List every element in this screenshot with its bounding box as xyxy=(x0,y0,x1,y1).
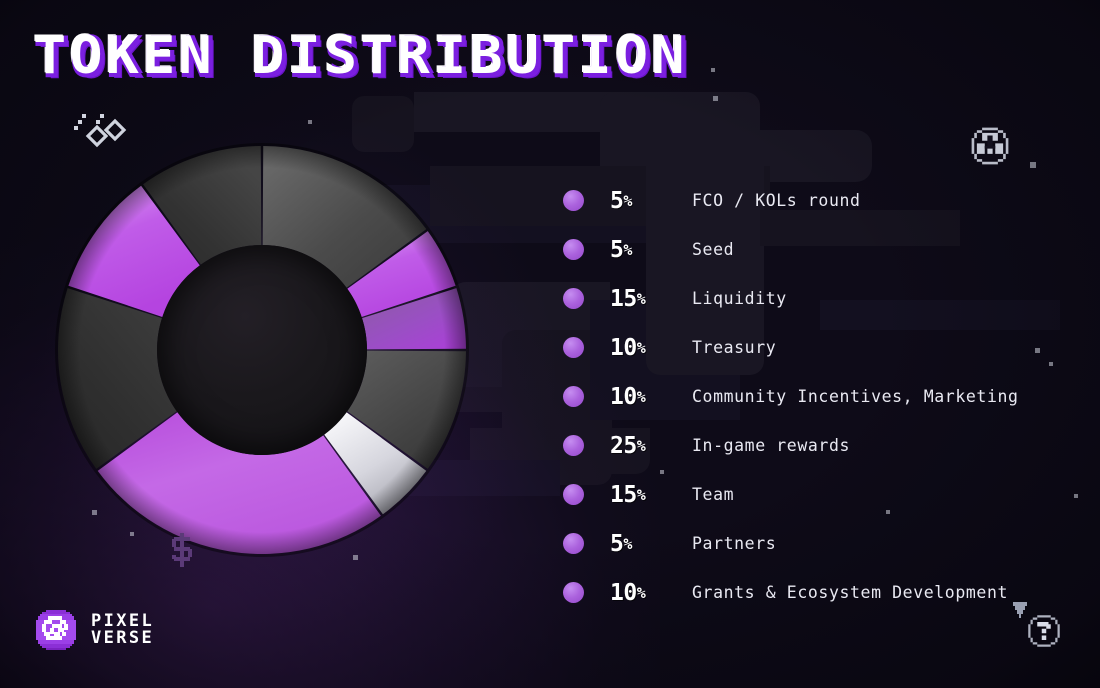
legend-label: Treasury xyxy=(692,338,777,357)
pixel-sparkle xyxy=(308,120,312,124)
legend-bullet-icon xyxy=(563,239,584,260)
legend-percent: 5% xyxy=(610,187,632,214)
legend-percent: 25% xyxy=(610,432,646,459)
pixel-sparkle xyxy=(1049,362,1053,366)
legend-bullet-icon xyxy=(563,337,584,358)
pixel-sparkle xyxy=(713,96,718,101)
page-title-container: TOKEN DISTRIBUTION xyxy=(33,30,684,82)
legend-label: Liquidity xyxy=(692,289,787,308)
legend-percent: 10% xyxy=(610,383,646,410)
legend-item[interactable]: 15% Liquidity xyxy=(563,274,1083,323)
legend-bullet-icon xyxy=(563,484,584,505)
legend-label: Community Incentives, Marketing xyxy=(692,387,1019,406)
donut-center-hole xyxy=(157,245,367,455)
legend-percent: 15% xyxy=(610,481,646,508)
legend-bullet-icon xyxy=(563,190,584,211)
legend-bullet-icon xyxy=(563,435,584,456)
legend-item[interactable]: 5% FCO / KOLs round xyxy=(563,176,1083,225)
pixel-sparkle xyxy=(1030,162,1036,168)
legend-label: In-game rewards xyxy=(692,436,851,455)
legend-percent: 10% xyxy=(610,334,646,361)
pixel-sparkle xyxy=(711,68,715,72)
pixel-sparkle xyxy=(353,555,358,560)
pixel-sparkle xyxy=(886,510,890,514)
legend-label: FCO / KOLs round xyxy=(692,191,861,210)
legend-item[interactable]: 5% Partners xyxy=(563,519,1083,568)
legend-item[interactable]: 10% Grants & Ecosystem Development xyxy=(563,568,1083,617)
pixel-sparkle xyxy=(1035,348,1040,353)
legend-percent: 5% xyxy=(610,530,632,557)
pixel-sparkle xyxy=(92,510,97,515)
spiral-swirl-icon xyxy=(36,610,76,650)
brand-name-line2: VERSE xyxy=(91,628,155,648)
legend-percent: 15% xyxy=(610,285,646,312)
legend-bullet-icon xyxy=(563,582,584,603)
legend-item[interactable]: 5% Seed xyxy=(563,225,1083,274)
legend-bullet-icon xyxy=(563,288,584,309)
pixel-gems-icon xyxy=(74,114,127,148)
legend-item[interactable]: 25% In-game rewards xyxy=(563,421,1083,470)
brand-name: PIXEL VERSE xyxy=(91,610,155,648)
legend-label: Team xyxy=(692,485,735,504)
page-title: TOKEN DISTRIBUTION xyxy=(33,26,688,86)
legend-bullet-icon xyxy=(563,386,584,407)
legend-percent: 5% xyxy=(610,236,632,263)
chart-legend: 5% FCO / KOLs round 5% Seed 15% Liquidit… xyxy=(563,176,1083,617)
pixel-sparkle xyxy=(660,470,664,474)
legend-label: Partners xyxy=(692,534,777,553)
legend-percent: 10% xyxy=(610,579,646,606)
hazard-circle-icon[interactable] xyxy=(969,125,1011,167)
legend-label: Seed xyxy=(692,240,735,259)
legend-bullet-icon xyxy=(563,533,584,554)
brand-name-line1: PIXEL xyxy=(91,610,155,631)
brand-logo[interactable]: PIXEL VERSE xyxy=(34,608,154,652)
dollar-sign-icon xyxy=(172,533,192,567)
question-mark-circle-icon[interactable] xyxy=(1026,613,1062,649)
pixel-sparkle xyxy=(130,532,134,536)
pixel-cursor-icon xyxy=(1013,602,1027,618)
pixel-sparkle xyxy=(1074,494,1078,498)
legend-item[interactable]: 10% Community Incentives, Marketing xyxy=(563,372,1083,421)
legend-label: Grants & Ecosystem Development xyxy=(692,583,1009,602)
legend-item[interactable]: 15% Team xyxy=(563,470,1083,519)
legend-item[interactable]: 10% Treasury xyxy=(563,323,1083,372)
token-distribution-donut-chart xyxy=(52,140,472,560)
